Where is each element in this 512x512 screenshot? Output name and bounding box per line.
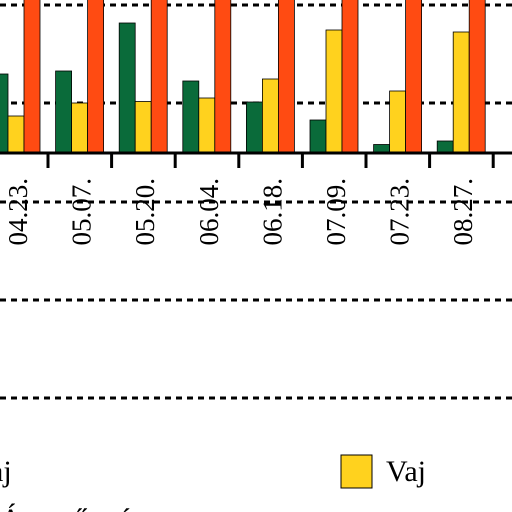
x-tick-label-0423: 04.23. xyxy=(3,178,33,246)
x-tick-label-0827: 08.27. xyxy=(448,178,478,246)
bar-yellow-0827 xyxy=(452,31,470,154)
legend-swatch-vaj xyxy=(340,454,373,489)
bar-green-0520 xyxy=(118,22,136,154)
x-tick-labels: 04.23. 05.07. 05.20. 06.04. 06.18. 07.09. 07.2… xyxy=(3,178,478,246)
bar-green-0604 xyxy=(182,80,200,154)
bar-yellow-0604 xyxy=(198,97,216,154)
bar-yellow-0723 xyxy=(389,90,407,154)
bar-red-0604 xyxy=(214,0,232,154)
bar-red-0709 xyxy=(341,0,359,154)
bar-green-0423 xyxy=(0,73,9,154)
x-tick-label-0520: 05.20. xyxy=(130,178,160,246)
x-tick-label-0618: 06.18. xyxy=(257,178,287,246)
bar-yellow-0618 xyxy=(261,78,279,154)
bar-yellow-0507 xyxy=(71,102,88,154)
bar-red-0507 xyxy=(87,0,104,154)
bar-yellow-0709 xyxy=(325,29,343,154)
cut-off-footer-text: Átvevő át xyxy=(0,503,141,512)
bars xyxy=(0,0,486,154)
bar-red-0520 xyxy=(150,0,168,154)
bar-green-0507 xyxy=(55,70,72,154)
bar-red-0827 xyxy=(468,0,486,154)
x-tick-label-0723: 07.23. xyxy=(385,178,415,246)
bar-green-0618 xyxy=(245,101,263,154)
bar-green-0827 xyxy=(436,140,454,154)
bar-red-0423 xyxy=(23,0,41,154)
x-tick-label-0507: 05.07. xyxy=(67,178,97,246)
bar-green-0709 xyxy=(309,119,327,154)
legend-label-left: aj xyxy=(0,455,12,488)
x-tick-label-0604: 06.04. xyxy=(194,178,224,246)
bar-red-0723 xyxy=(405,0,423,154)
bar-yellow-0520 xyxy=(134,101,152,154)
x-axis xyxy=(0,151,512,168)
bar-yellow-0423 xyxy=(7,115,25,154)
bar-red-0618 xyxy=(277,0,295,154)
legend-label-vaj: Vaj xyxy=(386,455,426,488)
x-tick-label-0709: 07.09. xyxy=(321,178,351,246)
legend: aj Vaj xyxy=(0,454,426,489)
